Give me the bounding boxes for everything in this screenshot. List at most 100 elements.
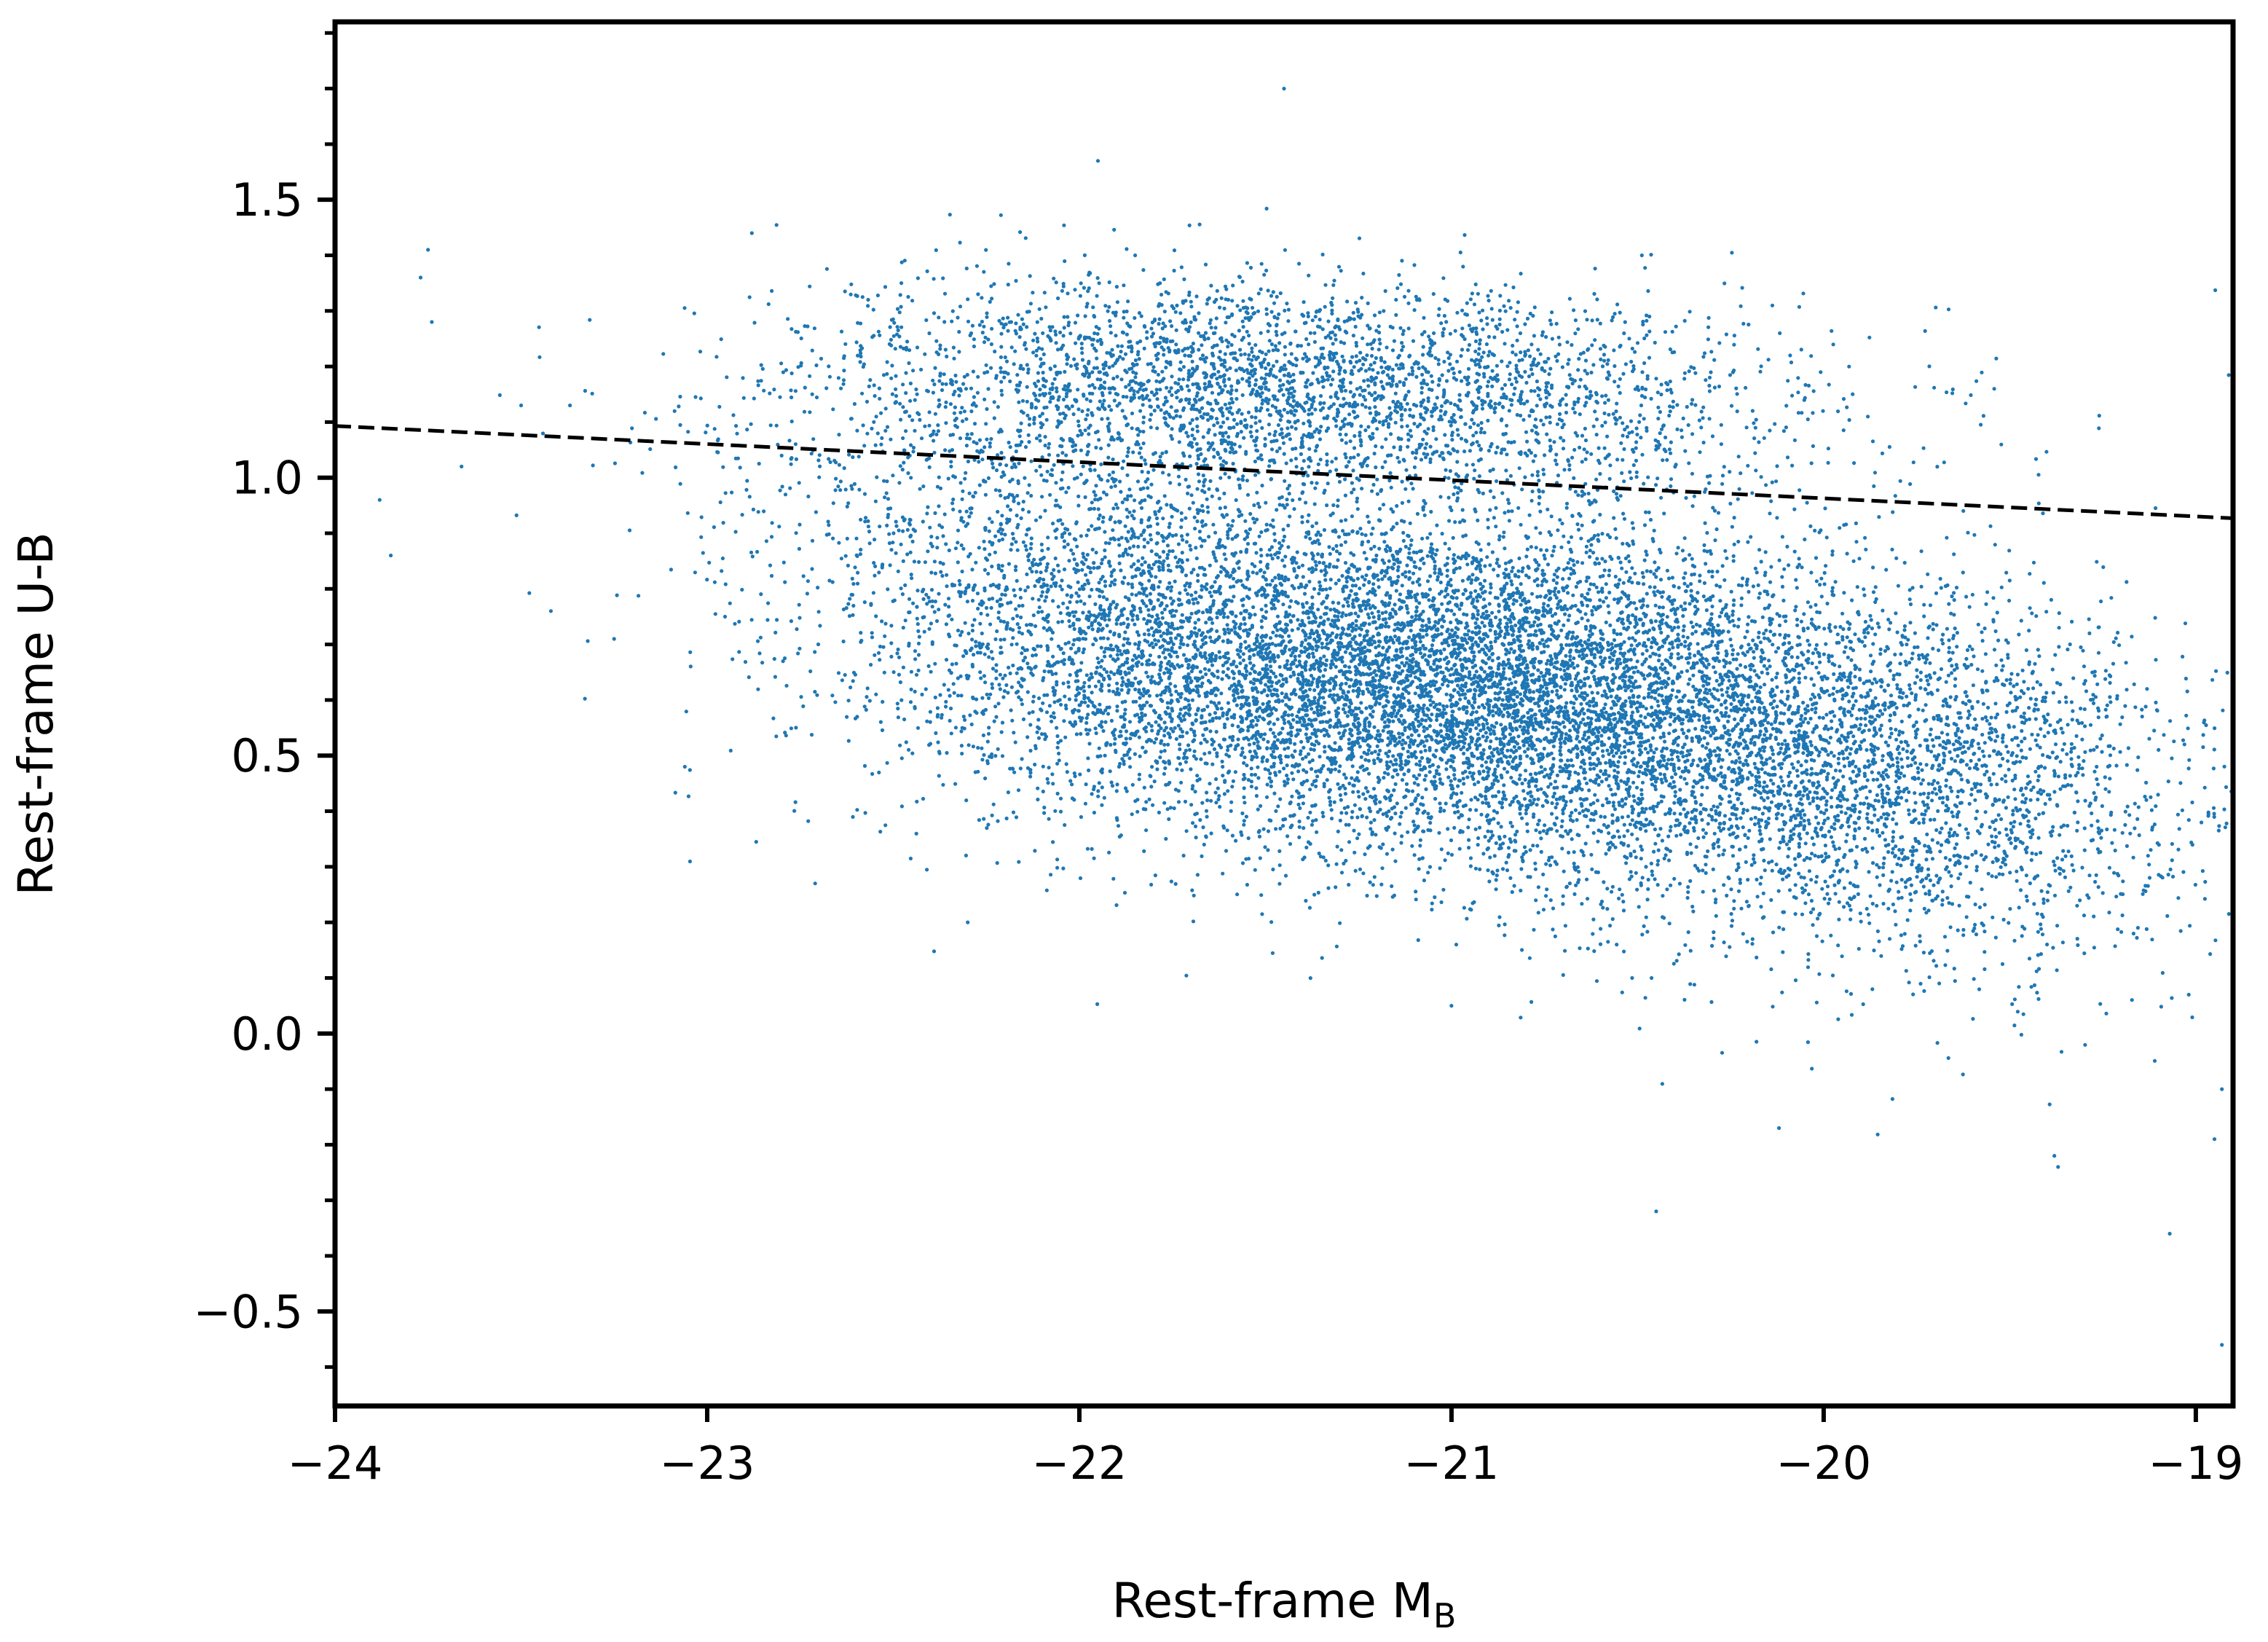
scatter-point xyxy=(997,683,1001,687)
scatter-point xyxy=(1325,503,1329,508)
scatter-point xyxy=(1425,632,1429,637)
scatter-point xyxy=(1483,651,1487,655)
scatter-point xyxy=(1336,578,1341,583)
scatter-point xyxy=(1546,699,1550,704)
scatter-point xyxy=(1360,542,1364,547)
scatter-point xyxy=(1615,618,1620,623)
scatter-point xyxy=(1554,458,1558,463)
scatter-point xyxy=(1720,693,1725,697)
scatter-point xyxy=(1382,720,1387,724)
scatter-point xyxy=(1384,437,1388,441)
scatter-point xyxy=(1643,715,1647,720)
scatter-point xyxy=(1417,867,1421,871)
scatter-point xyxy=(1440,624,1444,629)
scatter-point xyxy=(1028,748,1033,753)
scatter-point xyxy=(1280,691,1284,696)
scatter-point xyxy=(1630,818,1634,822)
scatter-point xyxy=(1240,688,1245,693)
scatter-point xyxy=(1600,632,1604,637)
scatter-point xyxy=(1642,523,1647,527)
scatter-point xyxy=(1468,659,1472,663)
scatter-point xyxy=(1564,643,1569,648)
scatter-point xyxy=(1215,751,1219,755)
scatter-point xyxy=(1739,906,1744,911)
scatter-point xyxy=(1181,853,1186,858)
scatter-point xyxy=(1386,666,1390,670)
scatter-point xyxy=(1341,707,1346,712)
scatter-point xyxy=(1380,577,1385,581)
scatter-point xyxy=(1651,626,1655,631)
scatter-point xyxy=(1583,612,1588,616)
scatter-point xyxy=(1260,639,1265,643)
scatter-point xyxy=(1095,1002,1100,1006)
scatter-point xyxy=(1187,713,1192,718)
scatter-point xyxy=(1216,669,1220,674)
scatter-point xyxy=(1428,865,1433,869)
scatter-point xyxy=(1069,646,1074,651)
scatter-point xyxy=(1980,732,1985,737)
scatter-point xyxy=(1355,576,1360,581)
scatter-point xyxy=(1762,632,1766,636)
scatter-point xyxy=(1535,584,1540,588)
scatter-point xyxy=(1624,861,1629,865)
scatter-point xyxy=(1122,637,1127,641)
scatter-point xyxy=(1683,449,1688,453)
scatter-point xyxy=(1285,834,1290,838)
scatter-point xyxy=(1750,409,1755,413)
scatter-point xyxy=(1148,533,1152,537)
scatter-point xyxy=(1534,546,1538,550)
scatter-point xyxy=(1144,828,1149,833)
scatter-point xyxy=(1787,771,1792,775)
scatter-point xyxy=(1011,810,1016,814)
scatter-point xyxy=(1439,632,1444,636)
scatter-point xyxy=(1335,725,1339,729)
scatter-point xyxy=(1475,595,1479,600)
scatter-point xyxy=(904,740,908,745)
scatter-point xyxy=(1215,616,1219,620)
scatter-point xyxy=(1715,570,1720,574)
scatter-point xyxy=(1191,821,1195,825)
scatter-point xyxy=(1204,809,1209,813)
scatter-point xyxy=(1809,766,1814,771)
scatter-point xyxy=(908,856,913,861)
scatter-point xyxy=(1221,871,1225,876)
scatter-point xyxy=(1212,552,1216,557)
scatter-point xyxy=(1418,759,1422,763)
scatter-point xyxy=(1487,656,1492,660)
scatter-point xyxy=(1462,735,1466,739)
scatter-point xyxy=(1096,789,1100,793)
scatter-point xyxy=(1674,833,1679,838)
scatter-point xyxy=(1198,818,1202,822)
scatter-point xyxy=(1660,662,1664,667)
scatter-point xyxy=(1485,645,1489,650)
scatter-point xyxy=(1692,494,1696,498)
scatter-point xyxy=(1201,825,1205,830)
scatter-point xyxy=(1406,592,1411,596)
scatter-point xyxy=(1263,845,1267,849)
scatter-point xyxy=(1219,707,1224,711)
scatter-point xyxy=(1288,675,1293,679)
scatter-point xyxy=(1463,533,1468,538)
scatter-point xyxy=(1634,475,1639,479)
scatter-point xyxy=(1157,723,1161,728)
scatter-point xyxy=(1561,577,1565,581)
scatter-point xyxy=(1337,647,1342,652)
scatter-point xyxy=(1410,789,1415,793)
scatter-point xyxy=(1409,733,1414,737)
scatter-point xyxy=(1572,563,1576,567)
scatter-point xyxy=(1365,752,1369,756)
scatter-point xyxy=(994,715,999,719)
scatter-point xyxy=(1193,676,1197,680)
scatter-point xyxy=(1310,822,1314,827)
scatter-point xyxy=(1906,637,1910,642)
scatter-point xyxy=(1397,731,1401,736)
scatter-point xyxy=(1264,603,1268,608)
scatter-point xyxy=(1521,566,1525,570)
scatter-point xyxy=(1751,638,1755,643)
scatter-point xyxy=(1443,541,1447,546)
scatter-point xyxy=(1278,757,1283,762)
scatter-point xyxy=(1491,871,1495,876)
scatter-point xyxy=(1278,672,1283,677)
scatter-point xyxy=(1122,890,1127,895)
scatter-point xyxy=(1480,763,1484,768)
